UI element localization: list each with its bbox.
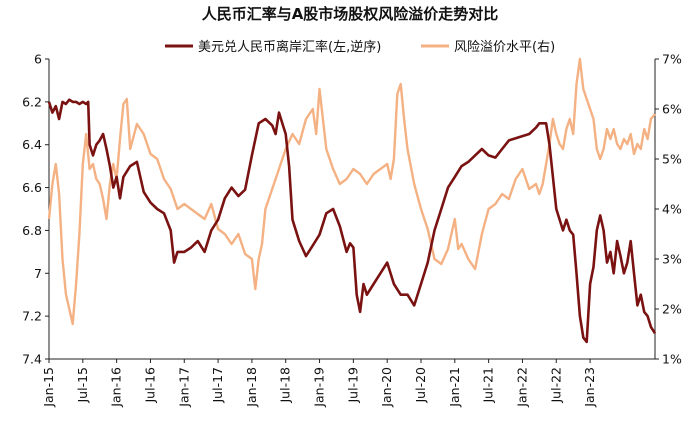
series-line-usdcnh bbox=[47, 98, 657, 344]
right-tick-label: 7% bbox=[662, 52, 682, 67]
left-tick-label: 6.8 bbox=[22, 223, 42, 238]
right-tick-label: 3% bbox=[662, 252, 682, 267]
left-tick-label: 6.6 bbox=[22, 180, 42, 195]
x-tick-label: Jul-19 bbox=[345, 367, 360, 404]
x-tick-label: Jan-17 bbox=[176, 367, 191, 408]
series-line-risk-premium bbox=[47, 57, 656, 326]
left-tick-label: 7 bbox=[34, 266, 42, 281]
x-tick-label: Jan-20 bbox=[379, 367, 394, 408]
right-axis-ticks: 1% 2% 3% 4% 5% 6% 7% bbox=[655, 52, 682, 367]
x-tick-label: Jan-23 bbox=[582, 367, 597, 408]
left-axis-ticks: 6 6.2 6.4 6.6 6.8 7 7.2 7.4 bbox=[22, 52, 49, 367]
right-tick-label: 2% bbox=[662, 302, 682, 317]
x-tick-label: Jan-19 bbox=[312, 367, 327, 408]
series-layer bbox=[47, 57, 657, 344]
x-tick-label: Jul-22 bbox=[548, 367, 563, 404]
left-tick-label: 7.2 bbox=[22, 309, 42, 324]
x-tick-label: Jan-21 bbox=[447, 367, 462, 408]
x-tick-label: Jul-16 bbox=[142, 367, 157, 404]
left-tick-label: 6 bbox=[34, 52, 42, 67]
x-tick-label: Jan-15 bbox=[41, 367, 56, 408]
x-tick-label: Jan-18 bbox=[244, 367, 259, 408]
x-tick-label: Jul-20 bbox=[413, 367, 428, 404]
left-tick-label: 6.2 bbox=[22, 94, 42, 109]
left-tick-label: 7.4 bbox=[22, 352, 42, 367]
legend-label-risk-premium: 风险溢价水平(右) bbox=[454, 40, 555, 55]
right-tick-label: 1% bbox=[662, 352, 682, 367]
legend: 美元兑人民币离岸汇率(左,逆序) 风险溢价水平(右) bbox=[165, 39, 555, 55]
x-tick-label: Jul-18 bbox=[278, 367, 293, 404]
x-axis-ticks: Jan-15 Jul-15 Jan-16 Jul-16 Jan-17 Jul-17 Jan-… bbox=[41, 359, 597, 408]
x-tick-label: Jan-22 bbox=[514, 367, 529, 408]
right-tick-label: 5% bbox=[662, 152, 682, 167]
chart-title: 人民币汇率与A股市场股权风险溢价走势对比 bbox=[202, 5, 499, 23]
x-tick-label: Jul-17 bbox=[210, 367, 225, 404]
x-tick-label: Jul-15 bbox=[75, 367, 90, 404]
left-tick-label: 6.4 bbox=[22, 137, 42, 152]
right-tick-label: 4% bbox=[662, 202, 682, 217]
legend-label-usdcnh: 美元兑人民币离岸汇率(左,逆序) bbox=[198, 39, 381, 55]
x-tick-label: Jul-21 bbox=[481, 367, 496, 404]
x-tick-label: Jan-16 bbox=[109, 367, 124, 408]
right-tick-label: 6% bbox=[662, 102, 682, 117]
